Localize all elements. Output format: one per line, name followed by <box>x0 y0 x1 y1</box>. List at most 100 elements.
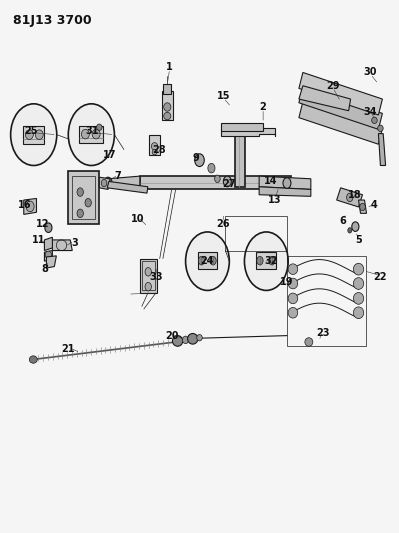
Ellipse shape <box>81 130 89 139</box>
Ellipse shape <box>288 278 298 289</box>
Bar <box>68 171 99 224</box>
Polygon shape <box>378 134 385 165</box>
Text: 34: 34 <box>364 107 377 117</box>
Circle shape <box>11 104 57 165</box>
Ellipse shape <box>197 335 202 341</box>
Ellipse shape <box>208 164 215 173</box>
Ellipse shape <box>288 293 298 304</box>
Ellipse shape <box>145 282 151 291</box>
Circle shape <box>186 232 229 290</box>
Polygon shape <box>24 198 36 214</box>
Text: 13: 13 <box>268 195 282 205</box>
Polygon shape <box>299 72 382 115</box>
Polygon shape <box>108 176 140 189</box>
Polygon shape <box>299 87 382 130</box>
Circle shape <box>245 232 288 290</box>
Ellipse shape <box>288 264 298 274</box>
Ellipse shape <box>182 336 189 344</box>
Text: 25: 25 <box>24 126 37 136</box>
Polygon shape <box>221 123 263 131</box>
Bar <box>163 84 171 94</box>
Ellipse shape <box>97 124 102 131</box>
Ellipse shape <box>377 125 383 132</box>
Ellipse shape <box>354 263 364 275</box>
Ellipse shape <box>198 256 205 265</box>
Polygon shape <box>337 188 363 207</box>
Polygon shape <box>46 256 56 268</box>
Text: 32: 32 <box>264 256 278 266</box>
Bar <box>23 126 44 144</box>
Ellipse shape <box>354 293 364 304</box>
Polygon shape <box>259 176 311 189</box>
Text: 30: 30 <box>364 68 377 77</box>
Ellipse shape <box>347 193 353 201</box>
Ellipse shape <box>145 268 151 276</box>
Text: 81J13 3700: 81J13 3700 <box>13 14 91 27</box>
Polygon shape <box>299 86 351 111</box>
Bar <box>140 259 156 293</box>
Polygon shape <box>359 200 367 213</box>
Ellipse shape <box>195 154 204 166</box>
Text: 15: 15 <box>217 91 230 101</box>
Text: 19: 19 <box>280 278 294 287</box>
Ellipse shape <box>45 223 52 232</box>
Ellipse shape <box>77 209 83 217</box>
Ellipse shape <box>223 176 231 187</box>
Text: 5: 5 <box>355 235 362 245</box>
Text: 2: 2 <box>260 102 267 112</box>
Ellipse shape <box>104 177 112 188</box>
Text: 1: 1 <box>166 62 173 72</box>
Ellipse shape <box>45 251 51 259</box>
Ellipse shape <box>371 117 377 124</box>
Text: 26: 26 <box>217 219 230 229</box>
Ellipse shape <box>26 130 33 140</box>
Ellipse shape <box>257 256 263 265</box>
Ellipse shape <box>77 188 83 196</box>
Polygon shape <box>52 240 72 251</box>
Ellipse shape <box>35 130 43 140</box>
Text: 22: 22 <box>373 272 387 282</box>
Polygon shape <box>140 176 291 189</box>
Text: 4: 4 <box>371 200 378 211</box>
Polygon shape <box>99 177 110 189</box>
Bar <box>72 176 95 219</box>
Bar <box>198 252 217 269</box>
Polygon shape <box>235 128 245 187</box>
Polygon shape <box>44 237 52 251</box>
Polygon shape <box>44 251 52 261</box>
Text: 29: 29 <box>326 81 340 91</box>
Text: 27: 27 <box>223 179 236 189</box>
Text: 31: 31 <box>85 126 99 136</box>
Bar <box>225 216 287 251</box>
Text: 14: 14 <box>264 176 278 187</box>
Ellipse shape <box>348 228 352 233</box>
Polygon shape <box>259 187 311 196</box>
Ellipse shape <box>92 130 100 139</box>
Ellipse shape <box>151 143 158 150</box>
Text: 24: 24 <box>201 256 214 266</box>
Text: 28: 28 <box>152 144 166 155</box>
Ellipse shape <box>210 256 216 265</box>
Ellipse shape <box>101 179 107 187</box>
Polygon shape <box>221 128 275 136</box>
Text: 11: 11 <box>32 235 45 245</box>
Bar <box>287 256 367 346</box>
Text: 33: 33 <box>149 272 162 282</box>
Ellipse shape <box>164 103 171 111</box>
Ellipse shape <box>269 256 275 265</box>
Ellipse shape <box>354 278 364 289</box>
Text: 8: 8 <box>41 264 48 274</box>
Polygon shape <box>107 181 148 193</box>
Text: 7: 7 <box>115 171 121 181</box>
Circle shape <box>68 104 115 165</box>
Ellipse shape <box>360 203 365 211</box>
Text: 12: 12 <box>36 219 49 229</box>
Ellipse shape <box>354 307 364 319</box>
Text: 18: 18 <box>348 190 361 200</box>
Ellipse shape <box>172 336 183 346</box>
Text: 17: 17 <box>103 150 117 160</box>
Bar <box>162 91 173 120</box>
Text: 16: 16 <box>18 200 31 211</box>
Text: 21: 21 <box>61 344 75 354</box>
Bar <box>142 261 154 290</box>
